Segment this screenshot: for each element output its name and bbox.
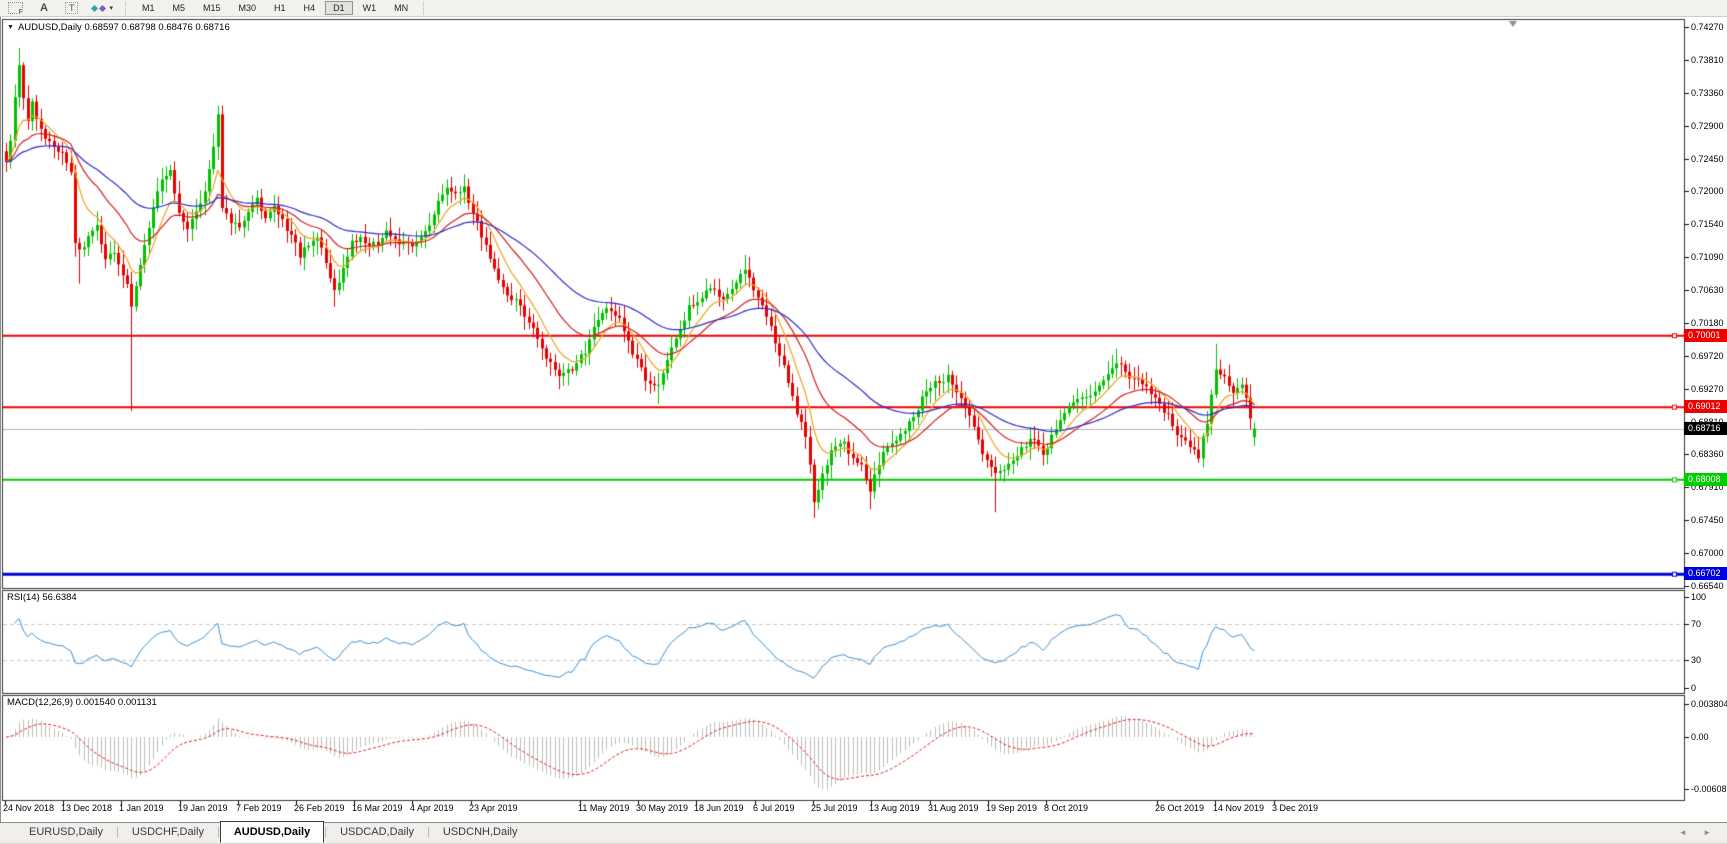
tab-usdcnh-daily[interactable]: USDCNH,Daily <box>442 826 518 838</box>
window-left-edge <box>0 17 1 823</box>
chart-plot-canvas[interactable] <box>0 17 1727 823</box>
tabbar-scroll-arrows: ◄ ► <box>1665 828 1711 837</box>
tabs-scroll-right-icon[interactable]: ► <box>1703 828 1711 837</box>
macd-values: 0.001540 0.001131 <box>75 697 157 708</box>
chart-ohlc: 0.68597 0.68798 0.68476 0.68716 <box>84 22 230 33</box>
top-toolbar: F A T ▾ M1 M5 M15 M30 H1 H4 D1 W1 MN <box>0 0 1727 17</box>
tab-audusd-daily[interactable]: AUDUSD,Daily <box>219 821 325 843</box>
timeframe-m30-button[interactable]: M30 <box>238 3 257 13</box>
rsi-value: 56.6384 <box>42 592 77 603</box>
chevron-down-icon[interactable]: ▼ <box>7 24 14 31</box>
tab-usdchf-daily[interactable]: USDCHF,Daily <box>131 826 204 838</box>
timeframe-mn-button[interactable]: MN <box>394 3 409 13</box>
timeframe-m1-button[interactable]: M1 <box>141 3 155 13</box>
tab-usdcad-daily[interactable]: USDCAD,Daily <box>340 826 415 838</box>
chart-tabbar: EURUSD,Daily | USDCHF,Daily | AUDUSD,Daily | U… <box>0 821 1727 844</box>
chart-title[interactable]: ▼ AUDUSD,Daily 0.68597 0.68798 0.68476 0.… <box>7 22 230 33</box>
timeframe-w1-button[interactable]: W1 <box>362 3 377 13</box>
diamond-purple-icon <box>99 4 107 12</box>
tabs-scroll-left-icon[interactable]: ◄ <box>1678 828 1687 837</box>
fibonacci-tool-letter: F <box>17 9 23 16</box>
tab-eurusd-daily[interactable]: EURUSD,Daily <box>29 826 103 838</box>
timeframe-m5-button[interactable]: M5 <box>172 3 185 13</box>
macd-indicator-label: MACD(12,26,9) 0.001540 0.001131 <box>7 697 157 708</box>
toolbar-separator <box>423 1 425 15</box>
text-box-tool-icon[interactable]: T <box>64 2 79 14</box>
timeframe-m15-button[interactable]: M15 <box>203 3 221 13</box>
timeframe-group: M1 M5 M15 M30 H1 H4 D1 W1 MN <box>133 1 417 15</box>
tab-separator: | <box>115 826 119 838</box>
drawing-tools-icon[interactable]: ▾ <box>91 4 113 12</box>
tab-separator: | <box>427 826 430 838</box>
tab-separator: | <box>324 826 328 838</box>
timeframe-h1-button[interactable]: H1 <box>274 3 286 13</box>
toolbar-separator <box>124 1 127 15</box>
chart-symbol-label: AUDUSD,Daily <box>17 22 82 33</box>
tab-separator: | <box>216 826 220 838</box>
text-label-tool-icon[interactable]: A <box>40 2 48 14</box>
timeframe-d1-button[interactable]: D1 <box>325 1 353 15</box>
timeframe-h4-button[interactable]: H4 <box>303 3 316 13</box>
diamond-teal-icon <box>91 4 99 12</box>
chevron-down-icon[interactable]: ▾ <box>109 5 113 12</box>
fibonacci-tool-icon[interactable]: F <box>8 2 23 16</box>
rsi-indicator-label: RSI(14) 56.6384 <box>7 592 77 603</box>
